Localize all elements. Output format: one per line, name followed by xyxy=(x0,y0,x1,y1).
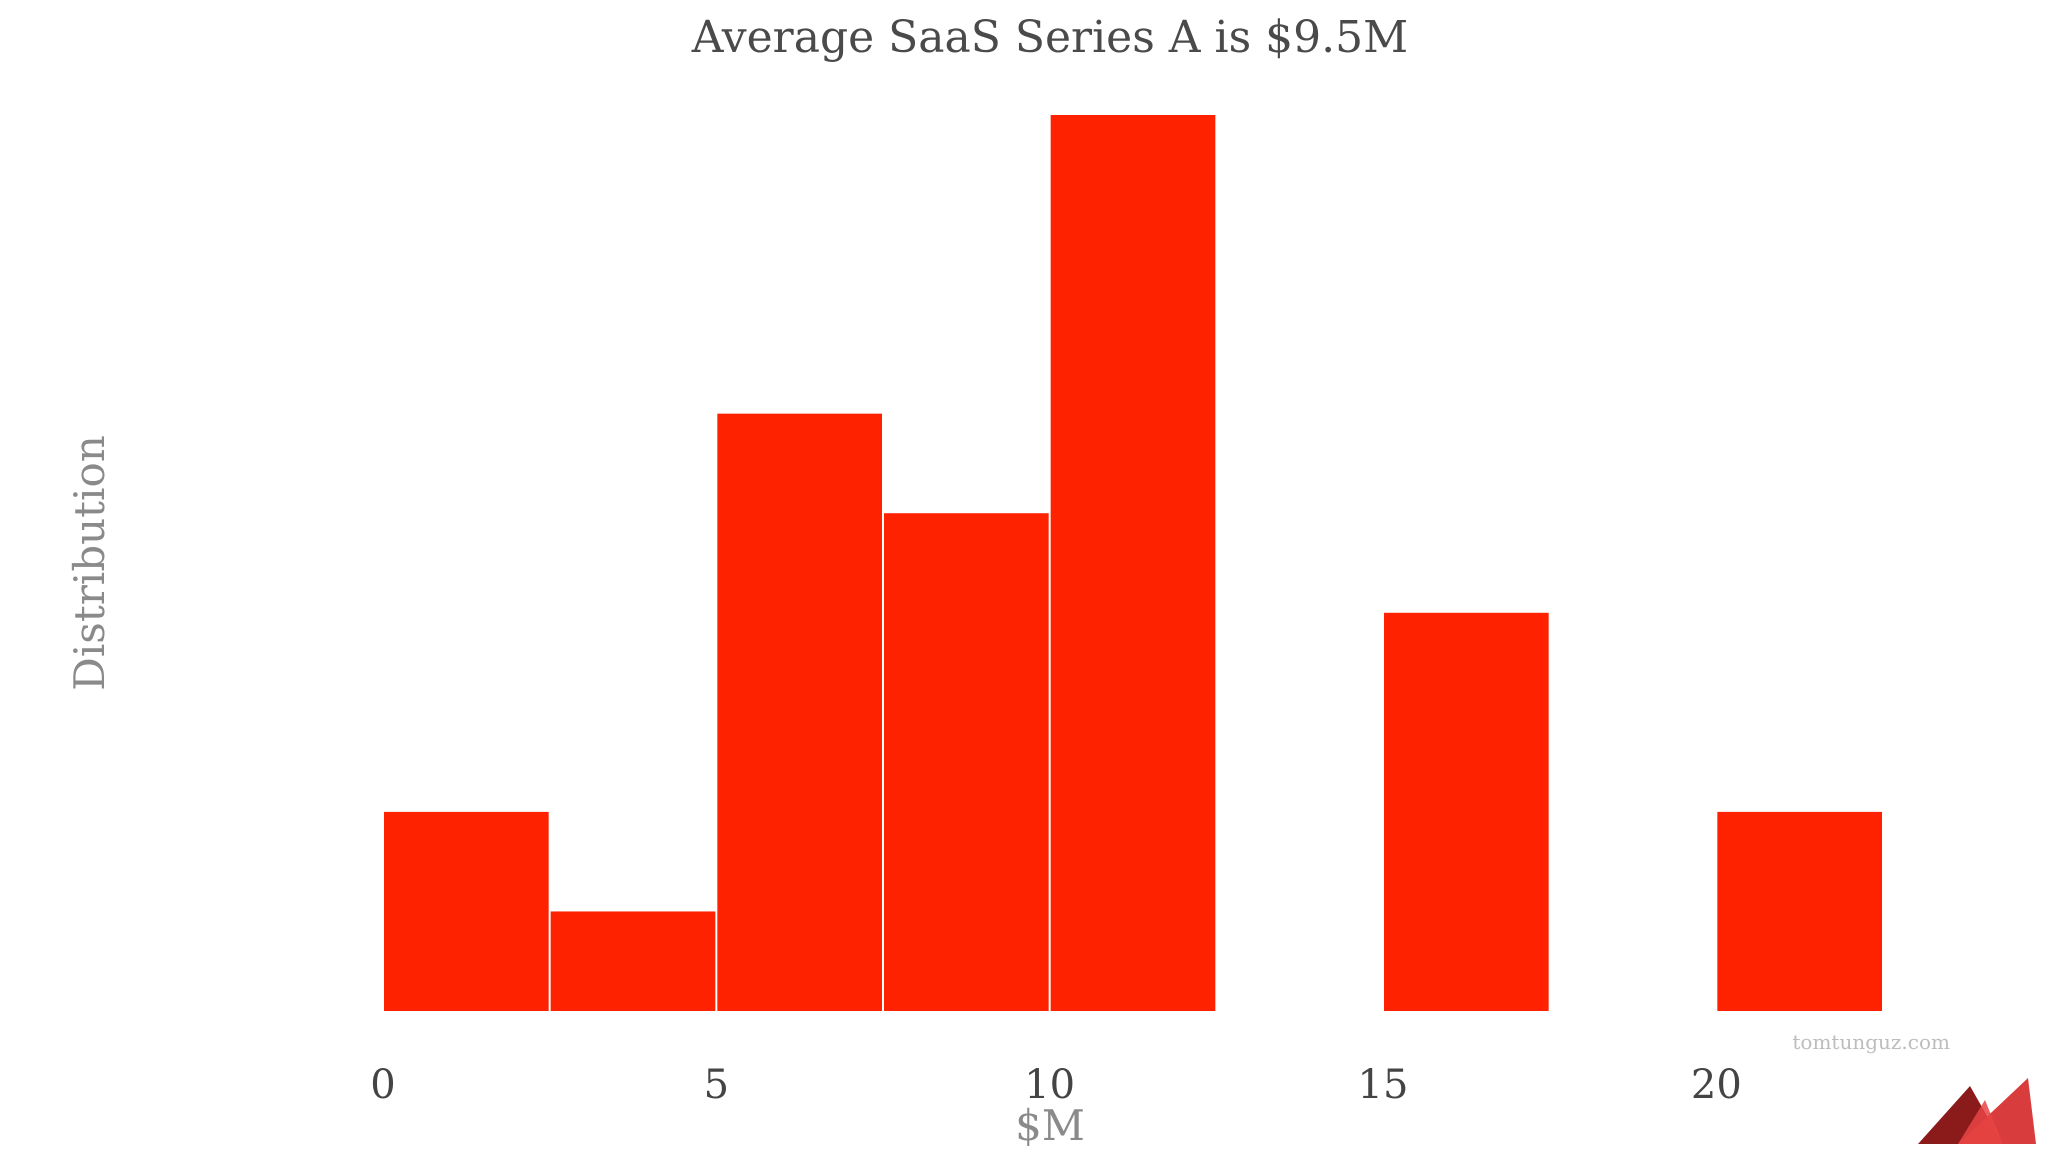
x-tick-label: 0 xyxy=(370,1062,395,1108)
histogram-bar-0 xyxy=(384,811,549,1011)
histogram-bar-6 xyxy=(1384,612,1549,1011)
x-tick-label: 5 xyxy=(704,1062,729,1108)
histogram-bar-1 xyxy=(550,911,716,1011)
x-tick-label: 10 xyxy=(1024,1062,1075,1108)
bars-group xyxy=(384,115,1882,1012)
x-tick-label: 20 xyxy=(1691,1062,1742,1108)
histogram-bar-8 xyxy=(1717,811,1882,1011)
histogram-bar-3 xyxy=(884,513,1049,1011)
x-axis-label: $M xyxy=(1015,1101,1085,1150)
histogram-bar-4 xyxy=(1050,115,1216,1011)
x-tick-label: 15 xyxy=(1358,1062,1409,1108)
histogram-bar-2 xyxy=(717,413,882,1012)
brand-logo-icon xyxy=(1918,1078,2036,1144)
y-axis-label: Distribution xyxy=(65,435,114,691)
watermark-text: tomtunguz.com xyxy=(1792,1030,1950,1054)
x-ticks-group: 0 5 10 15 20 xyxy=(370,1062,1742,1108)
chart-title: Average SaaS Series A is $9.5M xyxy=(691,12,1408,63)
